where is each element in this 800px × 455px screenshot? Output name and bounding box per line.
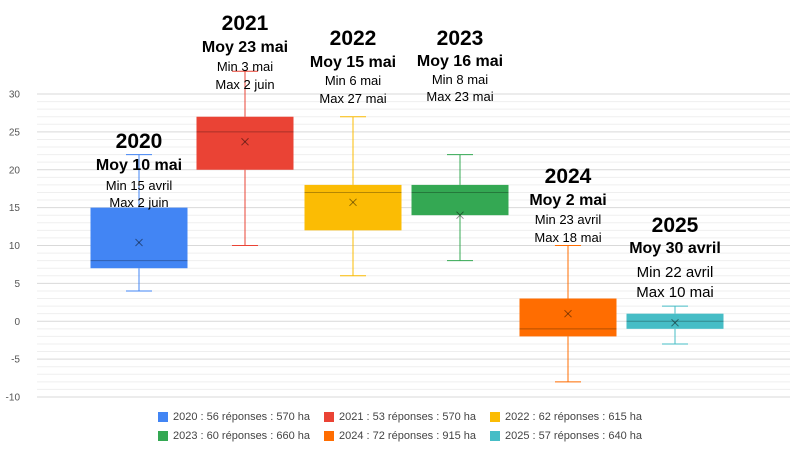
annotation-max: Max 2 juin	[215, 77, 274, 92]
y-tick-label: 5	[14, 279, 20, 290]
mean-marker	[135, 238, 143, 247]
iqr-box	[626, 313, 724, 329]
legend-swatch	[324, 411, 334, 422]
annotation-min: Min 6 mai	[325, 73, 381, 88]
annotation-average: Moy 23 mai	[202, 39, 288, 56]
legend-item-2024[interactable]: 2024 : 72 réponses : 915 ha	[324, 430, 476, 442]
legend-label: 2025 : 57 réponses : 640 ha	[505, 429, 642, 442]
annotation-min: Min 8 mai	[432, 72, 488, 87]
annotation-average: Moy 10 mai	[96, 157, 182, 174]
annotation-min: Min 15 avril	[106, 178, 173, 193]
annotation-min: Min 3 mai	[217, 59, 273, 74]
annotation-year: 2021	[222, 12, 269, 35]
legend-label: 2021 : 53 réponses : 570 ha	[339, 410, 476, 423]
legend-label: 2024 : 72 réponses : 915 ha	[339, 429, 476, 442]
mean-marker	[349, 198, 357, 207]
box-2020[interactable]	[90, 154, 188, 292]
legend-row-1: 2020 : 56 réponses : 570 ha 2021 : 53 ré…	[0, 407, 800, 426]
iqr-box	[519, 298, 617, 337]
legend-label: 2020 : 56 réponses : 570 ha	[173, 410, 310, 423]
legend-item-2020[interactable]: 2020 : 56 réponses : 570 ha	[158, 411, 310, 423]
annotation-max: Max 10 mai	[636, 284, 714, 301]
iqr-box	[90, 207, 188, 269]
annotation-2020: 2020 Moy 10 mai Min 15 avril Max 2 juin	[96, 130, 182, 210]
mean-marker	[671, 318, 679, 327]
annotation-year: 2023	[437, 27, 484, 50]
box-2025[interactable]	[626, 305, 724, 345]
legend-swatch	[490, 430, 500, 441]
mean-marker	[456, 211, 464, 220]
box-series	[90, 70, 724, 383]
y-axis-tick-labels: -10 -5 0 5 10 15 20 25 30	[6, 90, 21, 404]
box-2024[interactable]	[519, 245, 617, 383]
annotation-year: 2022	[330, 27, 377, 50]
iqr-box	[411, 184, 509, 216]
annotation-max: Max 2 juin	[109, 195, 168, 210]
legend-row-2: 2023 : 60 réponses : 660 ha 2024 : 72 ré…	[0, 426, 800, 445]
legend-swatch	[158, 411, 168, 422]
y-tick-label: 20	[9, 165, 21, 176]
y-tick-label: 15	[9, 203, 21, 214]
annotation-2022: 2022 Moy 15 mai Min 6 mai Max 27 mai	[310, 27, 396, 106]
iqr-box	[304, 184, 402, 231]
legend-item-2023[interactable]: 2023 : 60 réponses : 660 ha	[158, 430, 310, 442]
y-tick-label: -5	[11, 355, 20, 366]
annotation-average: Moy 16 mai	[417, 53, 503, 70]
y-tick-label: 25	[9, 127, 21, 138]
iqr-box	[196, 116, 294, 170]
legend-swatch	[324, 430, 334, 441]
box-2021[interactable]	[196, 70, 294, 246]
legend-swatch	[490, 411, 500, 422]
legend-item-2022[interactable]: 2022 : 62 réponses : 615 ha	[490, 411, 642, 423]
annotation-year: 2024	[545, 165, 592, 188]
mean-marker	[241, 137, 249, 146]
annotation-average: Moy 2 mai	[529, 192, 606, 209]
legend-label: 2023 : 60 réponses : 660 ha	[173, 429, 310, 442]
box-2022[interactable]	[304, 116, 402, 277]
y-tick-label: 10	[9, 241, 21, 252]
y-tick-label: -10	[6, 393, 21, 404]
y-tick-label: 30	[9, 90, 21, 101]
annotation-average: Moy 15 mai	[310, 54, 396, 71]
annotation-min: Min 22 avril	[637, 264, 714, 281]
annotation-2021: 2021 Moy 23 mai Min 3 mai Max 2 juin	[202, 12, 288, 92]
annotation-min: Min 23 avril	[535, 212, 602, 227]
legend-item-2025[interactable]: 2025 : 57 réponses : 640 ha	[490, 430, 642, 442]
annotation-2023: 2023 Moy 16 mai Min 8 mai Max 23 mai	[417, 27, 503, 104]
mean-marker	[564, 309, 572, 318]
legend-swatch	[158, 430, 168, 441]
annotation-max: Max 27 mai	[319, 91, 386, 106]
annotation-2025: 2025 Moy 30 avril Min 22 avril Max 10 mai	[629, 214, 721, 301]
annotation-year: 2025	[652, 214, 699, 237]
annotation-max: Max 23 mai	[426, 89, 493, 104]
legend: 2020 : 56 réponses : 570 ha 2021 : 53 ré…	[0, 407, 800, 445]
annotation-2024: 2024 Moy 2 mai Min 23 avril Max 18 mai	[529, 165, 606, 245]
y-tick-label: 0	[14, 317, 20, 328]
annotation-year: 2020	[116, 130, 163, 153]
legend-label: 2022 : 62 réponses : 615 ha	[505, 410, 642, 423]
legend-item-2021[interactable]: 2021 : 53 réponses : 570 ha	[324, 411, 476, 423]
annotation-average: Moy 30 avril	[629, 240, 721, 257]
annotation-max: Max 18 mai	[534, 230, 601, 245]
box-2023[interactable]	[411, 154, 509, 262]
